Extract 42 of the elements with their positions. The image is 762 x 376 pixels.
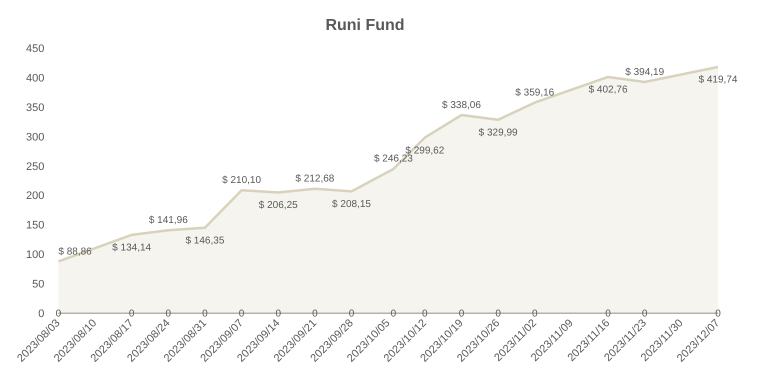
data-label: $ 394,19 (625, 66, 665, 78)
data-label: 0 (495, 308, 502, 320)
y-tick-label: 0 (38, 308, 44, 320)
data-label: 0 (348, 308, 355, 320)
y-tick-label: 50 (32, 278, 44, 290)
data-label: 0 (128, 308, 135, 320)
data-label: $ 246,23 (374, 154, 414, 165)
data-label: 0 (202, 308, 208, 320)
y-tick-label: 450 (26, 43, 44, 56)
y-tick-label: 300 (26, 131, 44, 144)
data-label: $ 212,68 (295, 173, 335, 184)
data-label: $ 146,35 (185, 235, 225, 246)
data-label: 0 (605, 308, 612, 320)
data-label: 0 (422, 308, 428, 320)
data-label: $ 359,16 (515, 87, 555, 98)
data-label: 0 (312, 308, 318, 320)
data-label: $ 88,86 (58, 246, 92, 258)
chart-title: Runi Fund (325, 17, 405, 34)
data-label: $ 206,25 (258, 200, 298, 212)
data-label: 0 (166, 308, 172, 320)
data-label: 0 (715, 308, 722, 320)
data-label: 0 (642, 308, 648, 320)
y-tick-label: 200 (26, 190, 44, 202)
data-label: 0 (458, 308, 465, 320)
data-label: $ 338,06 (442, 100, 482, 111)
y-tick-label: 100 (26, 248, 44, 261)
y-tick-label: 400 (26, 72, 44, 85)
y-tick-label: 250 (26, 160, 44, 173)
data-label: $ 141,96 (148, 215, 188, 226)
y-tick-label: 350 (26, 102, 44, 114)
data-label: $ 210,10 (222, 174, 262, 186)
data-label: $ 402,76 (588, 84, 628, 96)
data-label: $ 134,14 (112, 242, 152, 254)
data-label: 0 (390, 308, 397, 320)
data-label: 0 (275, 308, 282, 320)
data-label: $ 419,74 (698, 74, 738, 86)
data-label: $ 208,15 (332, 199, 372, 210)
data-label: $ 329,99 (478, 128, 518, 138)
data-label: 0 (238, 308, 245, 320)
data-label: 0 (532, 308, 538, 320)
y-tick-label: 150 (26, 220, 44, 232)
data-label: 0 (56, 308, 62, 320)
